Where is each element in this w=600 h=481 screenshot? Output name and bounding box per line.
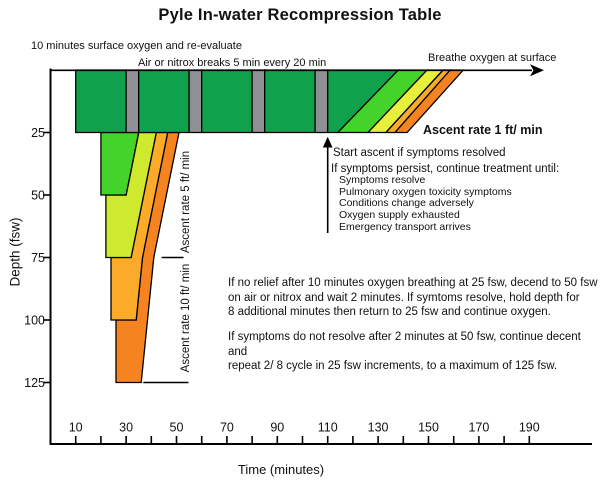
persist-header: If symptoms persist, continue treatment … <box>331 162 560 175</box>
y-tick-label-25: 25 <box>31 126 45 140</box>
surface-arrowhead-icon <box>530 64 544 77</box>
y-tick-label-100: 100 <box>24 314 45 328</box>
air-breaks-note: Air or nitrox breaks 5 min every 20 min <box>138 57 327 69</box>
persist-conditions-list: Symptoms resolve Pulmonary oxygen toxici… <box>339 174 512 233</box>
y-tick-label-50: 50 <box>31 189 45 203</box>
oxygen-block-2 <box>138 69 190 134</box>
ascent-rate-5-label: Ascent rate 5 ft/ min <box>179 150 192 253</box>
x-tick-label-10: 10 <box>69 421 83 435</box>
oxygen-block-3 <box>201 69 253 134</box>
x-axis-title: Time (minutes) <box>237 462 325 477</box>
instructions-paragraph-2: If symptoms do not resolve after 2 minut… <box>228 331 581 373</box>
surface-oxygen-note: 10 minutes surface oxygen and re-evaluat… <box>31 40 242 52</box>
oxygen-block-4 <box>264 69 316 134</box>
y-tick-label-125: 125 <box>24 376 45 390</box>
start-ascent-arrowhead-icon <box>322 136 333 148</box>
ascent-rate-10-label: Ascent rate 10 ft/ min <box>179 263 192 372</box>
x-tick-label-150: 150 <box>418 421 439 435</box>
x-tick-label-90: 90 <box>270 421 284 435</box>
breathe-oxygen-note: Breathe oxygen at surface <box>428 52 557 64</box>
air-break-2 <box>188 69 203 134</box>
oxygen-block-1 <box>75 69 127 134</box>
x-tick-label-170: 170 <box>468 421 489 435</box>
profile-shapes <box>75 69 465 384</box>
x-tick-label-30: 30 <box>119 421 133 435</box>
y-tick-label-75: 75 <box>31 251 45 265</box>
axis-ticks: 10 30 50 70 90 110 130 150 170 190 25 50 75 100 125 <box>24 126 540 444</box>
figure-title: Pyle In-water Recompression Table <box>158 6 442 24</box>
x-tick-label-50: 50 <box>170 421 184 435</box>
x-tick-label-110: 110 <box>318 421 338 435</box>
x-tick-label-130: 130 <box>368 421 389 435</box>
air-break-1 <box>125 69 140 134</box>
air-break-3 <box>251 69 266 134</box>
instructions-paragraph-1: If no relief after 10 minutes oxygen bre… <box>228 277 598 319</box>
x-tick-label-70: 70 <box>220 421 234 435</box>
y-axis-title: Depth (fsw) <box>7 217 23 287</box>
start-ascent-label: Start ascent if symptoms resolved <box>333 147 506 159</box>
air-break-4 <box>314 69 329 134</box>
ascent-rate-1-label: Ascent rate 1 ft/ min <box>423 123 543 137</box>
x-tick-label-190: 190 <box>519 421 540 435</box>
